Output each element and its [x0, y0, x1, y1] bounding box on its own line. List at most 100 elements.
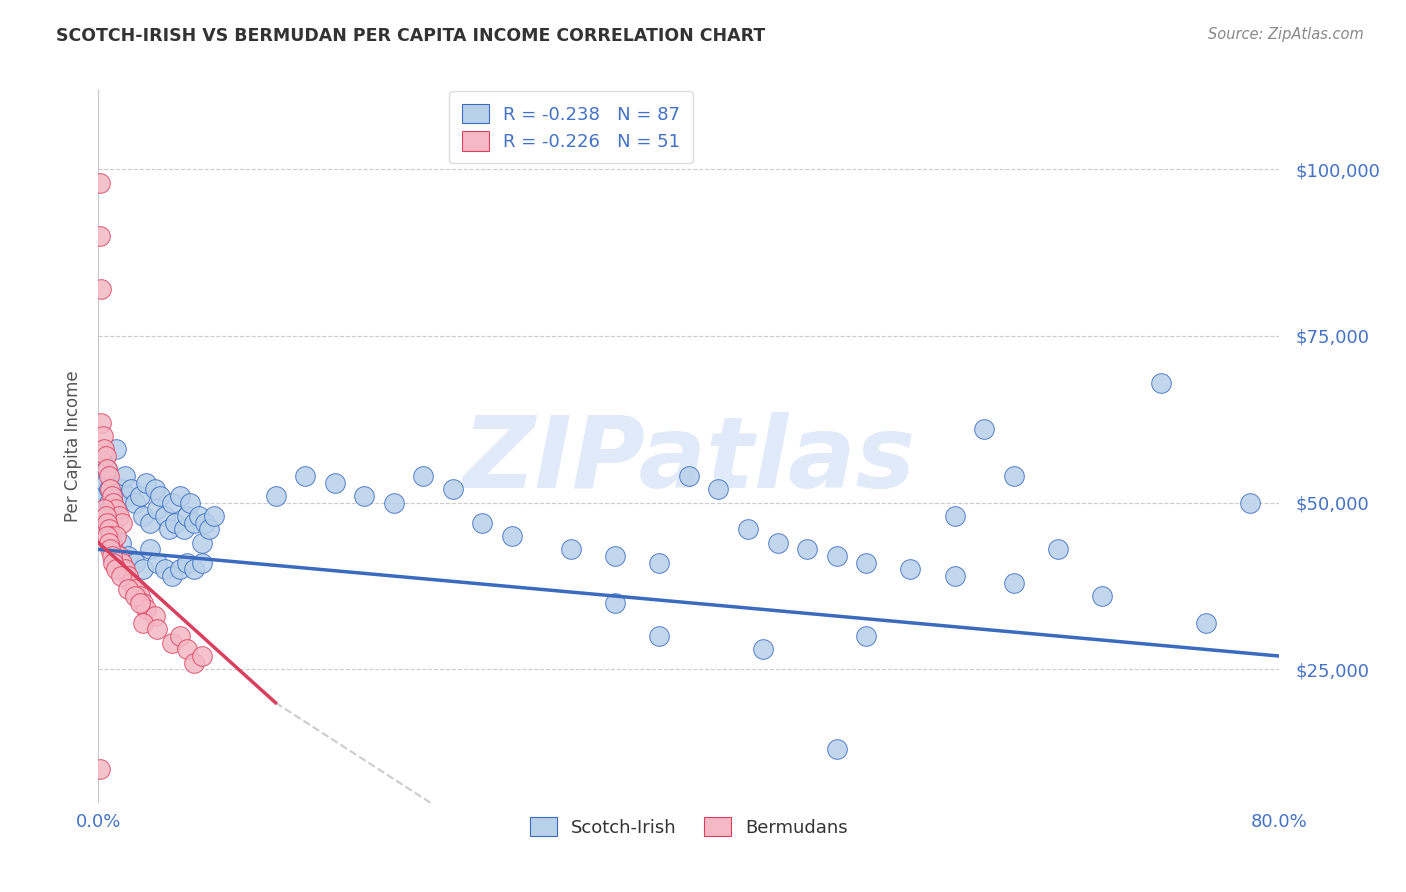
- Point: [93, 475, 115, 490]
- Text: SCOTCH-IRISH VS BERMUDAN PER CAPITA INCOME CORRELATION CHART: SCOTCH-IRISH VS BERMUDAN PER CAPITA INCO…: [56, 27, 765, 45]
- Point: [132, 562, 155, 576]
- Point: [1091, 589, 1114, 603]
- Point: [124, 496, 146, 510]
- Point: [120, 575, 142, 590]
- Point: [100, 509, 122, 524]
- Point: [169, 489, 191, 503]
- Point: [146, 556, 169, 570]
- Point: [294, 469, 316, 483]
- Point: [412, 469, 434, 483]
- Point: [139, 516, 162, 530]
- Point: [132, 509, 155, 524]
- Point: [94, 502, 117, 516]
- Point: [96, 462, 118, 476]
- Point: [855, 556, 877, 570]
- Point: [96, 529, 118, 543]
- Point: [111, 556, 134, 570]
- Point: [146, 623, 169, 637]
- Point: [94, 509, 117, 524]
- Point: [183, 516, 205, 530]
- Text: Source: ZipAtlas.com: Source: ZipAtlas.com: [1208, 27, 1364, 42]
- Y-axis label: Per Capita Income: Per Capita Income: [63, 370, 82, 522]
- Point: [108, 509, 131, 524]
- Point: [103, 496, 125, 510]
- Point: [139, 542, 162, 557]
- Point: [98, 502, 121, 516]
- Point: [176, 509, 198, 524]
- Point: [117, 569, 139, 583]
- Point: [96, 462, 118, 476]
- Point: [105, 562, 128, 576]
- Point: [825, 549, 848, 563]
- Point: [855, 629, 877, 643]
- Point: [117, 489, 139, 503]
- Point: [124, 582, 146, 597]
- Point: [176, 556, 198, 570]
- Point: [110, 569, 132, 583]
- Point: [605, 549, 627, 563]
- Point: [94, 449, 117, 463]
- Point: [1002, 575, 1025, 590]
- Point: [605, 596, 627, 610]
- Point: [1046, 542, 1070, 557]
- Point: [143, 483, 166, 497]
- Point: [89, 763, 111, 777]
- Point: [191, 535, 214, 549]
- Point: [132, 596, 155, 610]
- Point: [93, 502, 115, 516]
- Point: [97, 496, 120, 510]
- Point: [98, 542, 121, 557]
- Point: [100, 489, 122, 503]
- Point: [191, 556, 214, 570]
- Point: [198, 522, 221, 536]
- Point: [103, 516, 125, 530]
- Point: [179, 496, 201, 510]
- Point: [90, 416, 112, 430]
- Point: [108, 549, 131, 563]
- Point: [943, 509, 966, 524]
- Point: [97, 469, 120, 483]
- Point: [441, 483, 464, 497]
- Point: [128, 589, 150, 603]
- Point: [98, 483, 121, 497]
- Point: [97, 483, 120, 497]
- Point: [162, 636, 183, 650]
- Point: [202, 509, 225, 524]
- Point: [89, 176, 111, 190]
- Point: [187, 509, 209, 524]
- Point: [323, 475, 346, 490]
- Point: [132, 615, 155, 630]
- Point: [648, 556, 671, 570]
- Point: [973, 422, 995, 436]
- Point: [162, 496, 183, 510]
- Point: [191, 649, 214, 664]
- Point: [560, 542, 582, 557]
- Point: [135, 475, 157, 490]
- Point: [737, 522, 759, 536]
- Point: [173, 522, 195, 536]
- Point: [114, 562, 136, 576]
- Point: [135, 602, 157, 616]
- Point: [110, 483, 132, 497]
- Point: [97, 535, 120, 549]
- Point: [117, 549, 139, 563]
- Point: [146, 502, 169, 516]
- Point: [153, 509, 176, 524]
- Point: [194, 516, 217, 530]
- Point: [382, 496, 405, 510]
- Point: [124, 556, 146, 570]
- Point: [143, 609, 166, 624]
- Point: [90, 282, 112, 296]
- Point: [111, 516, 134, 530]
- Point: [752, 642, 775, 657]
- Point: [100, 535, 122, 549]
- Point: [91, 509, 114, 524]
- Legend: Scotch-Irish, Bermudans: Scotch-Irish, Bermudans: [523, 809, 855, 844]
- Point: [105, 442, 128, 457]
- Point: [264, 489, 287, 503]
- Point: [90, 483, 112, 497]
- Point: [165, 516, 187, 530]
- Point: [128, 596, 150, 610]
- Point: [162, 569, 183, 583]
- Point: [91, 429, 114, 443]
